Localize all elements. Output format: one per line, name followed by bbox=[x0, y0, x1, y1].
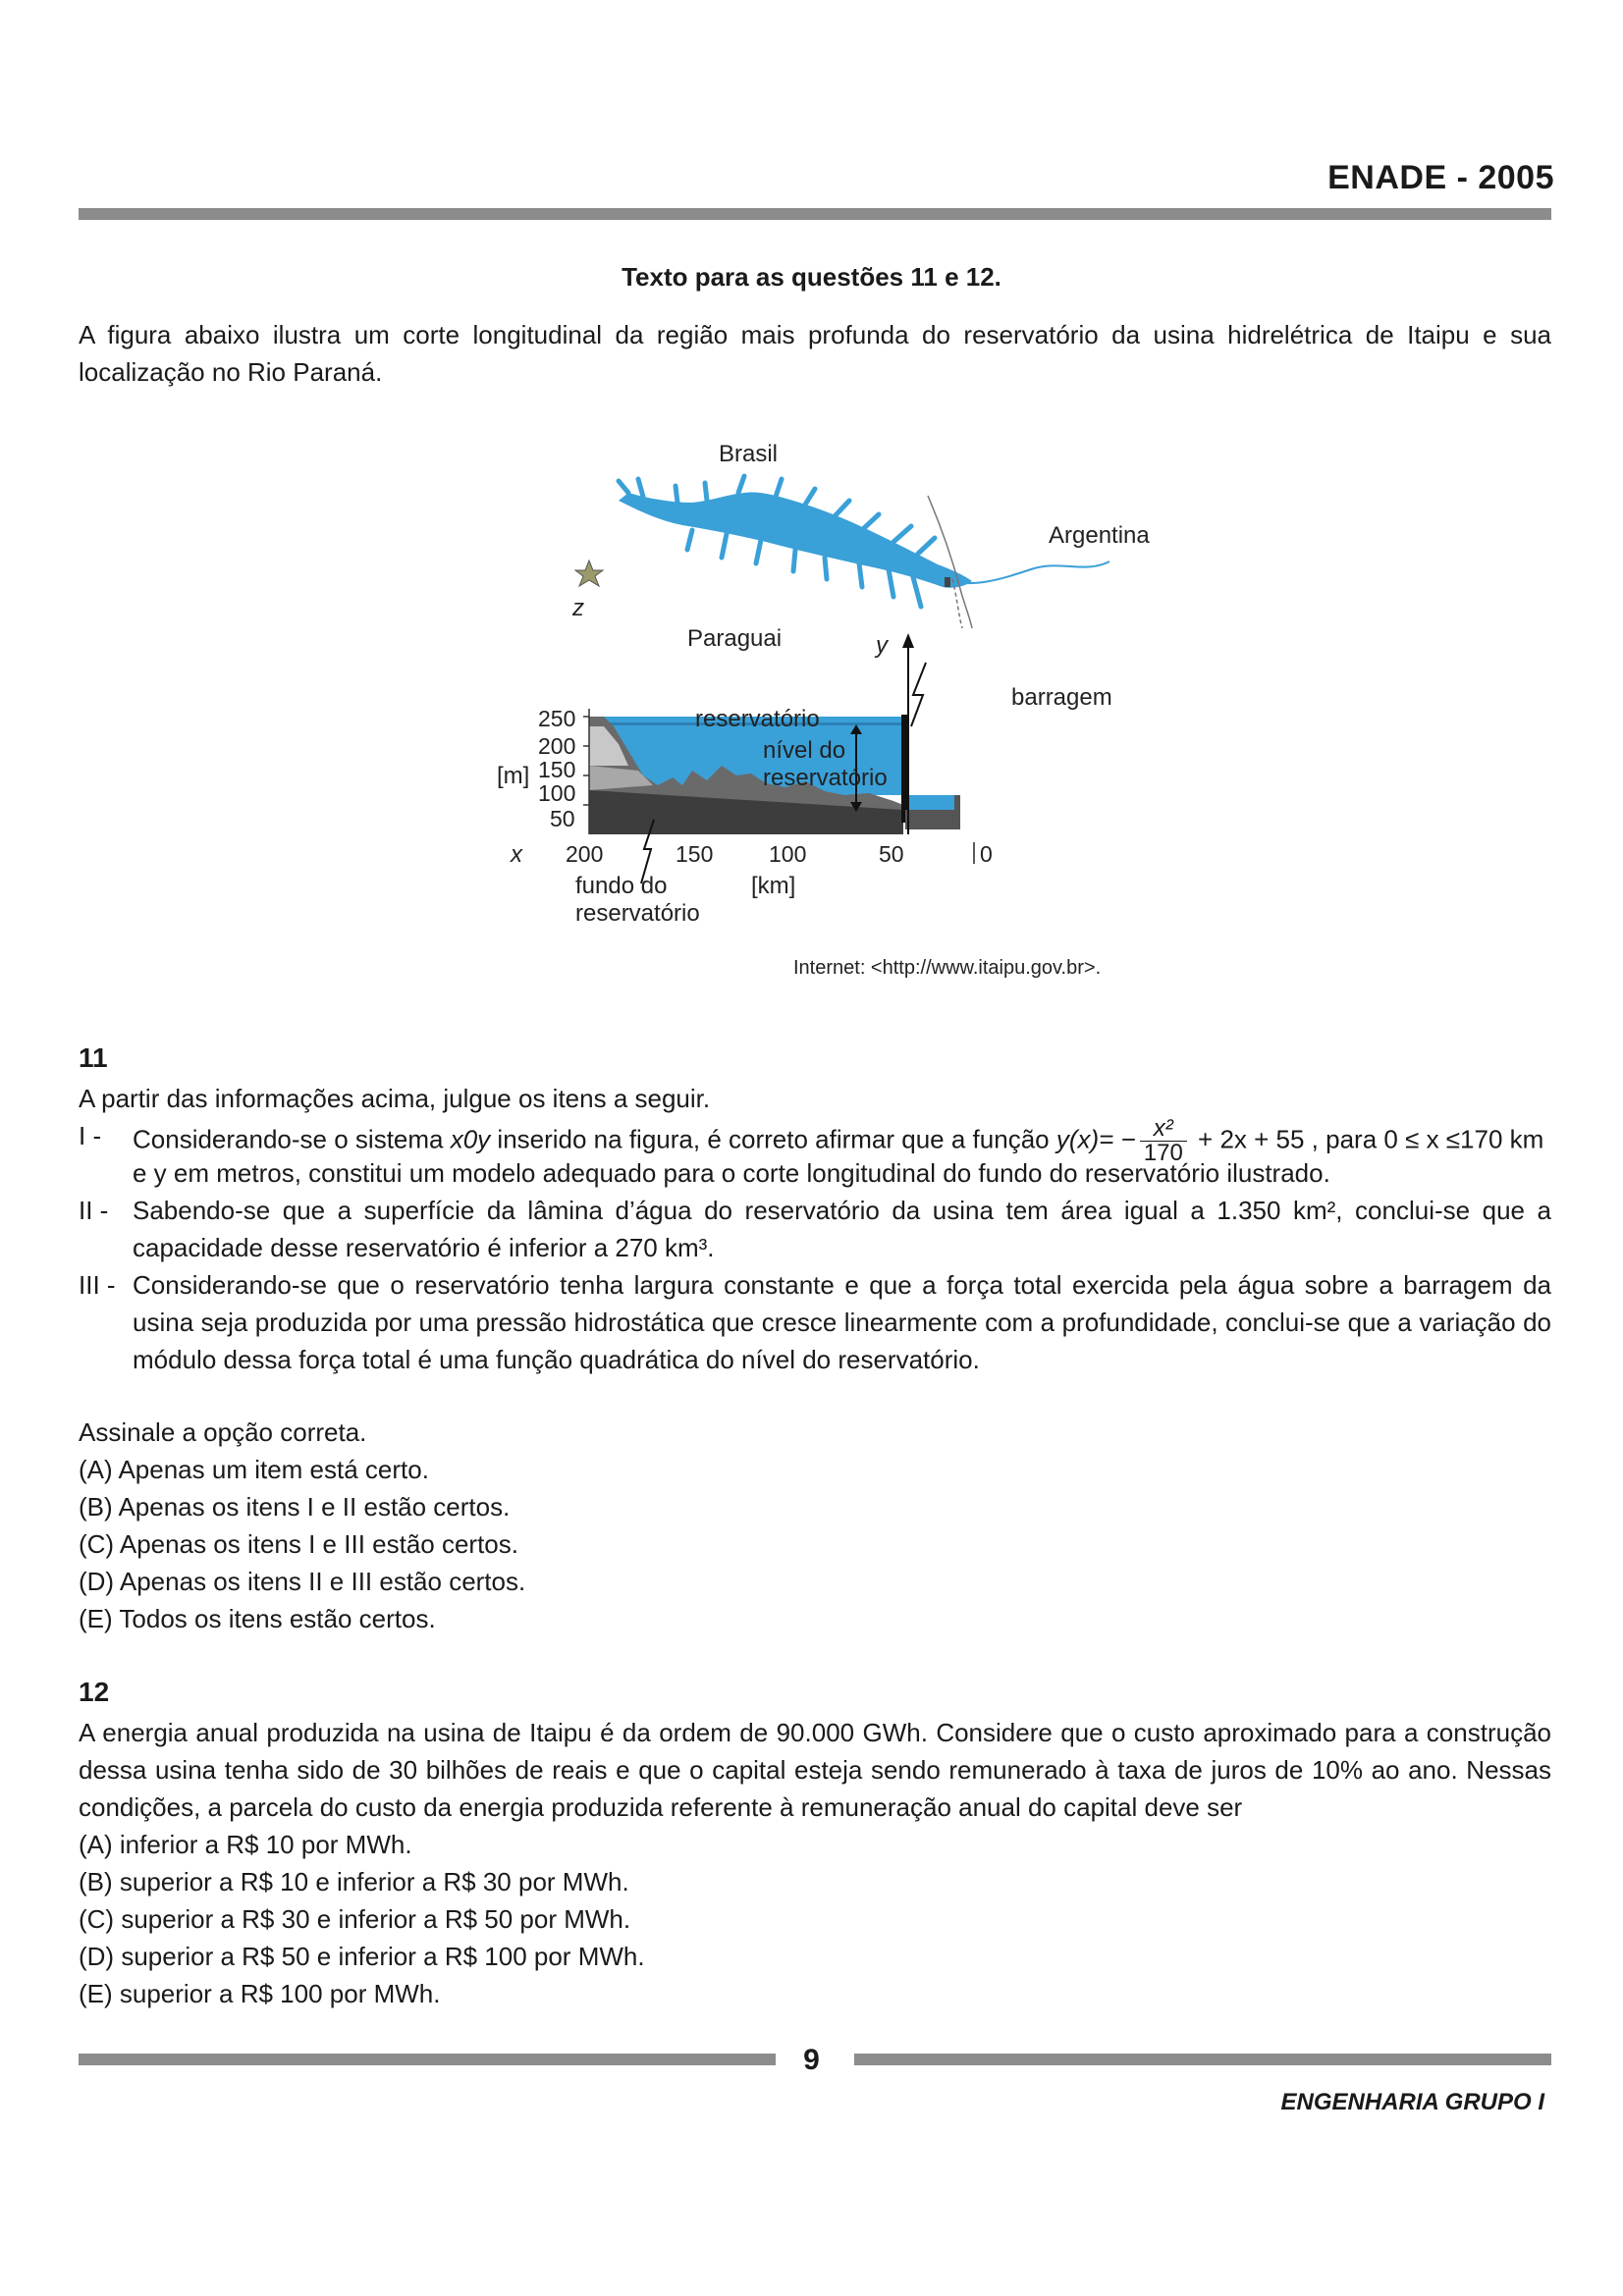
q12-option-b: (B) superior a R$ 10 e inferior a R$ 30 … bbox=[79, 1867, 629, 1896]
label-barragem: barragem bbox=[1011, 684, 1112, 711]
figure-source: Internet: <http://www.itaipu.gov.br>. bbox=[793, 957, 1101, 979]
item-1-fn: y(x)= − bbox=[1055, 1124, 1136, 1154]
label-paraguai: Paraguai bbox=[687, 625, 782, 652]
item-roman: II - bbox=[79, 1196, 109, 1225]
item-2-text: Sabendo-se que a superfície da lâmina d’… bbox=[133, 1196, 1551, 1262]
barragem-pointer bbox=[910, 662, 927, 727]
page-number: 9 bbox=[803, 2044, 820, 2076]
label-x: x bbox=[510, 841, 523, 868]
y-tick: 100 bbox=[538, 780, 575, 806]
q11-instruction: Assinale a opção correta. bbox=[79, 1417, 367, 1447]
level-arrowhead-top bbox=[850, 724, 862, 734]
q11-option-e: (E) Todos os itens estão certos. bbox=[79, 1604, 436, 1633]
header-rule bbox=[79, 208, 1551, 220]
item-1-sys: x0y bbox=[450, 1124, 491, 1154]
y-tick: 200 bbox=[538, 733, 575, 759]
q12-option-e: (E) superior a R$ 100 por MWh. bbox=[79, 1979, 441, 2008]
q11-option-a: (A) Apenas um item está certo. bbox=[79, 1455, 429, 1484]
q11-item-3: III - Considerando-se que o reservatório… bbox=[79, 1266, 1551, 1378]
item-3-text: Considerando-se que o reservatório tenha… bbox=[133, 1270, 1551, 1374]
x-tick: 150 bbox=[676, 841, 713, 867]
footer-rule-right bbox=[854, 2054, 1551, 2065]
item-1-post: + 2x + 55 , para 0 ≤ x ≤170 km bbox=[1190, 1124, 1544, 1154]
item-roman: III - bbox=[79, 1270, 116, 1300]
reservoir-tributaries bbox=[616, 473, 938, 610]
item-1-line: Considerando-se o sistema x0y inserido n… bbox=[133, 1117, 1551, 1165]
fundo-pointer bbox=[640, 819, 655, 884]
q11-number: 11 bbox=[79, 1042, 108, 1073]
dam-wall bbox=[901, 715, 908, 823]
label-nivel-line1: nível do bbox=[763, 737, 845, 764]
reservoir-body bbox=[619, 492, 972, 588]
exam-title: ENADE - 2005 bbox=[1327, 159, 1554, 196]
y-axis-arrowhead bbox=[902, 633, 914, 648]
ground-light bbox=[589, 726, 628, 766]
item-1-pre: Considerando-se o sistema bbox=[133, 1124, 451, 1154]
label-km-unit: [km] bbox=[751, 873, 795, 899]
item-roman: I - bbox=[79, 1121, 102, 1150]
itaipu-figure: Brasil Argentina Paraguai z y ba bbox=[481, 432, 1188, 982]
footer-rule-left bbox=[79, 2054, 776, 2065]
compass-icon bbox=[573, 559, 605, 588]
x-tick: 0 bbox=[980, 841, 993, 867]
q11-option-d: (D) Apenas os itens II e III estão certo… bbox=[79, 1567, 526, 1596]
item-1-mid: inserido na figura, é correto afirmar qu… bbox=[490, 1124, 1056, 1154]
ground-mid bbox=[589, 766, 653, 790]
label-m-unit: [m] bbox=[497, 763, 529, 789]
label-z: z bbox=[571, 595, 584, 621]
label-reservatorio: reservatório bbox=[695, 706, 820, 732]
cross-section bbox=[583, 633, 960, 884]
parana-river-downstream bbox=[942, 561, 1110, 585]
q12-option-a: (A) inferior a R$ 10 por MWh. bbox=[79, 1830, 412, 1859]
item-1-cont: e y em metros, constitui um modelo adequ… bbox=[133, 1158, 1330, 1188]
itaipu-figure-svg: Brasil Argentina Paraguai z y ba bbox=[497, 441, 1150, 979]
q12-option-d: (D) superior a R$ 50 e inferior a R$ 100… bbox=[79, 1942, 645, 1971]
fraction-denominator: 170 bbox=[1143, 1140, 1183, 1166]
label-fundo-line2: reservatório bbox=[575, 900, 700, 927]
label-fundo-line1: fundo do bbox=[575, 873, 667, 899]
q11-item-1: I - Considerando-se o sistema x0y inseri… bbox=[79, 1117, 1551, 1192]
level-arrowhead-bottom bbox=[850, 802, 862, 812]
q11-prompt: A partir das informações acima, julgue o… bbox=[79, 1084, 711, 1113]
ground-dark bbox=[589, 790, 903, 834]
q11-option-b: (B) Apenas os itens I e II estão certos. bbox=[79, 1492, 511, 1522]
dam-marker bbox=[945, 577, 950, 587]
y-axis bbox=[583, 709, 590, 834]
footer-label: ENGENHARIA GRUPO I bbox=[1280, 2089, 1544, 2115]
reservoir-map bbox=[616, 473, 1110, 629]
section-title: Texto para as questões 11 e 12. bbox=[622, 262, 1001, 292]
label-brasil: Brasil bbox=[719, 441, 778, 467]
q11-option-c: (C) Apenas os itens I e III estão certos… bbox=[79, 1529, 518, 1559]
label-argentina: Argentina bbox=[1049, 522, 1150, 549]
q11-item-2: II - Sabendo-se que a superfície da lâmi… bbox=[79, 1192, 1551, 1266]
q12-number: 12 bbox=[79, 1677, 110, 1707]
x-tick: 200 bbox=[566, 841, 603, 867]
x-tick: 100 bbox=[769, 841, 806, 867]
intro-paragraph: A figura abaixo ilustra um corte longitu… bbox=[79, 320, 1551, 387]
fraction-numerator: x² bbox=[1139, 1117, 1187, 1142]
water-surface bbox=[589, 722, 903, 725]
y-tick: 50 bbox=[550, 806, 575, 831]
downstream-floor bbox=[905, 810, 960, 829]
q12-text: A energia anual produzida na usina de It… bbox=[79, 1718, 1551, 1822]
q12-option-c: (C) superior a R$ 30 e inferior a R$ 50 … bbox=[79, 1904, 631, 1934]
item-1-fraction: x² 170 bbox=[1139, 1117, 1187, 1166]
x-tick: 50 bbox=[879, 841, 904, 867]
y-tick: 250 bbox=[538, 706, 575, 731]
border-line bbox=[927, 495, 973, 629]
y-tick: 150 bbox=[538, 757, 575, 782]
label-y: y bbox=[874, 632, 890, 659]
label-nivel-line2: reservatório bbox=[763, 765, 888, 791]
